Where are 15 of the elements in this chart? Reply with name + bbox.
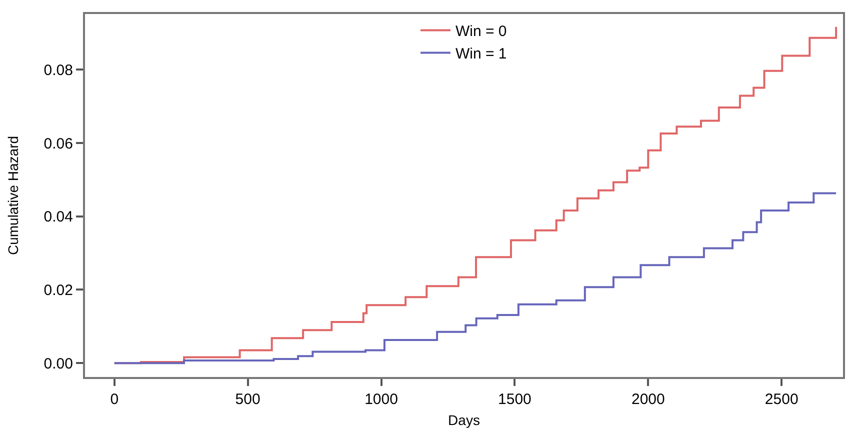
y-tick-label: 0.00 <box>44 355 73 372</box>
y-tick-label: 0.02 <box>44 282 73 299</box>
x-tick-label: 2500 <box>764 391 798 408</box>
x-tick-label: 500 <box>235 391 260 408</box>
y-axis-title: Cumulative Hazard <box>4 136 21 256</box>
x-tick-label: 0 <box>110 391 119 408</box>
legend-label: Win = 1 <box>456 46 507 63</box>
x-axis-title: Days <box>448 412 480 428</box>
legend-label: Win = 0 <box>456 23 507 40</box>
x-tick-label: 1500 <box>498 391 532 408</box>
y-tick-label: 0.04 <box>44 208 73 226</box>
y-tick-label: 0.06 <box>44 135 73 152</box>
x-tick-label: 2000 <box>631 391 665 408</box>
x-tick-label: 1000 <box>364 391 398 408</box>
y-tick-label: 0.08 <box>44 62 73 79</box>
